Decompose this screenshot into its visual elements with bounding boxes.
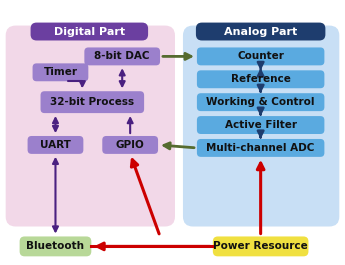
Text: 32-bit Process: 32-bit Process — [50, 97, 135, 107]
FancyBboxPatch shape — [197, 47, 324, 65]
Text: Bluetooth: Bluetooth — [27, 241, 85, 251]
Text: GPIO: GPIO — [116, 140, 145, 150]
FancyBboxPatch shape — [31, 23, 148, 41]
Text: Working & Control: Working & Control — [206, 97, 315, 107]
FancyBboxPatch shape — [197, 139, 324, 157]
FancyBboxPatch shape — [102, 136, 158, 154]
Text: Counter: Counter — [237, 51, 284, 61]
FancyBboxPatch shape — [28, 136, 83, 154]
FancyBboxPatch shape — [197, 116, 324, 134]
Text: Power Resource: Power Resource — [213, 241, 308, 251]
FancyBboxPatch shape — [183, 25, 339, 227]
Text: Reference: Reference — [231, 74, 290, 84]
FancyBboxPatch shape — [197, 93, 324, 111]
Text: Multi-channel ADC: Multi-channel ADC — [206, 143, 315, 153]
Text: Timer: Timer — [43, 67, 78, 77]
Text: Active Filter: Active Filter — [225, 120, 297, 130]
Text: UART: UART — [40, 140, 71, 150]
FancyBboxPatch shape — [213, 236, 308, 256]
FancyBboxPatch shape — [197, 70, 324, 88]
Text: Digital Part: Digital Part — [54, 26, 125, 37]
FancyBboxPatch shape — [196, 23, 325, 41]
FancyBboxPatch shape — [85, 47, 160, 65]
FancyBboxPatch shape — [6, 25, 175, 227]
FancyBboxPatch shape — [40, 91, 144, 113]
Text: Analog Part: Analog Part — [224, 26, 297, 37]
FancyBboxPatch shape — [20, 236, 91, 256]
Text: 8-bit DAC: 8-bit DAC — [95, 51, 150, 61]
FancyBboxPatch shape — [32, 63, 88, 81]
